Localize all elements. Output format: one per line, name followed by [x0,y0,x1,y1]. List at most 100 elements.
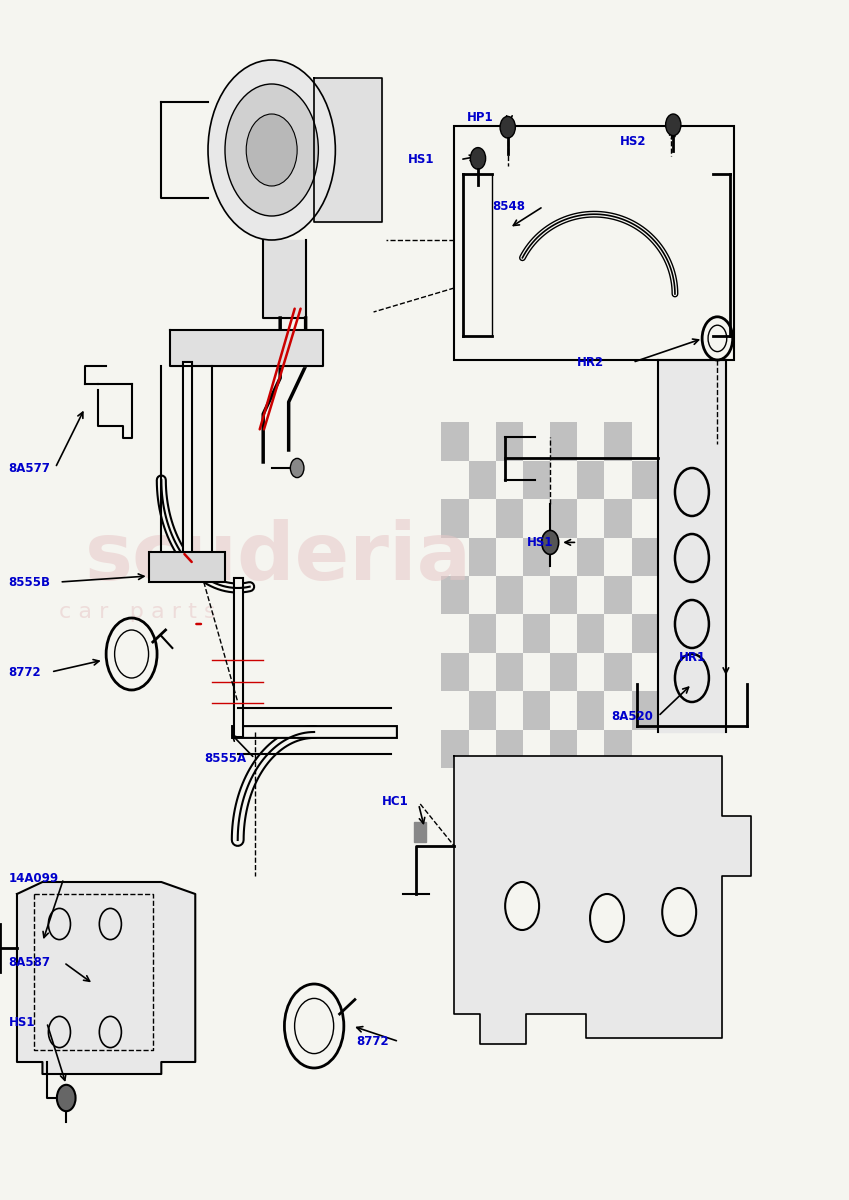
Bar [604,422,632,461]
Text: 14A099: 14A099 [8,872,59,884]
Bar [604,461,632,499]
Text: scuderia: scuderia [85,518,472,596]
Text: HR1: HR1 [679,652,706,664]
Bar [469,422,496,461]
Bar [632,730,659,768]
Text: 8772: 8772 [357,1036,389,1048]
Polygon shape [263,240,306,318]
Bar [441,422,469,461]
Polygon shape [658,360,726,732]
Circle shape [500,116,515,138]
Text: 8548: 8548 [492,200,526,212]
Text: HS1: HS1 [8,1016,35,1028]
Bar [550,576,577,614]
Bar [632,691,659,730]
Bar [523,538,550,576]
Bar [604,614,632,653]
Circle shape [666,114,681,136]
Bar [523,461,550,499]
Bar [632,576,659,614]
Polygon shape [17,882,195,1074]
Bar [577,691,604,730]
Bar [441,461,469,499]
Text: 8A577: 8A577 [8,462,50,474]
Bar [441,538,469,576]
Bar [496,499,523,538]
Bar [469,691,496,730]
Bar [523,691,550,730]
Bar [632,461,659,499]
Text: HS1: HS1 [408,154,434,166]
Bar [523,653,550,691]
Bar [604,499,632,538]
Bar [604,576,632,614]
Text: HS2: HS2 [620,136,646,148]
Bar [604,653,632,691]
Circle shape [542,530,559,554]
Bar [550,538,577,576]
Circle shape [225,84,318,216]
Bar [149,552,225,582]
Circle shape [470,148,486,169]
Bar [632,499,659,538]
Bar [469,461,496,499]
Text: HS1: HS1 [526,536,553,548]
Bar [523,614,550,653]
Bar [441,691,469,730]
Circle shape [208,60,335,240]
Text: 8772: 8772 [8,666,41,678]
Bar [632,422,659,461]
Text: 8A587: 8A587 [8,956,50,968]
Text: HC1: HC1 [382,796,409,808]
Polygon shape [170,330,323,366]
Bar [604,691,632,730]
Bar [550,730,577,768]
Bar [496,576,523,614]
Bar [577,461,604,499]
Bar [577,576,604,614]
Bar [469,576,496,614]
Circle shape [57,1085,76,1111]
Bar [550,653,577,691]
Bar [577,614,604,653]
Bar [577,422,604,461]
Bar [441,576,469,614]
Bar [441,730,469,768]
Bar [632,538,659,576]
Text: 8555A: 8555A [204,752,246,764]
Circle shape [590,894,624,942]
Bar [454,126,734,360]
Bar [550,614,577,653]
Text: 8555B: 8555B [8,576,50,588]
Bar [550,422,577,461]
Bar [632,614,659,653]
Bar [523,576,550,614]
Bar [441,499,469,538]
Bar [496,422,523,461]
Circle shape [290,458,304,478]
Bar [441,653,469,691]
Polygon shape [314,78,382,222]
Bar [577,653,604,691]
Bar [496,691,523,730]
Polygon shape [454,756,751,1044]
Bar [550,691,577,730]
Circle shape [505,882,539,930]
Bar [577,538,604,576]
Bar [496,614,523,653]
Text: c a r   p a r t s: c a r p a r t s [59,602,216,622]
Bar [604,730,632,768]
Bar [469,538,496,576]
Bar [496,730,523,768]
Bar [441,614,469,653]
Bar [496,461,523,499]
Bar [523,499,550,538]
Bar [469,499,496,538]
Bar [550,461,577,499]
Bar [604,538,632,576]
Bar [632,653,659,691]
Bar [577,730,604,768]
Bar [469,730,496,768]
Bar [496,538,523,576]
Polygon shape [414,822,426,842]
